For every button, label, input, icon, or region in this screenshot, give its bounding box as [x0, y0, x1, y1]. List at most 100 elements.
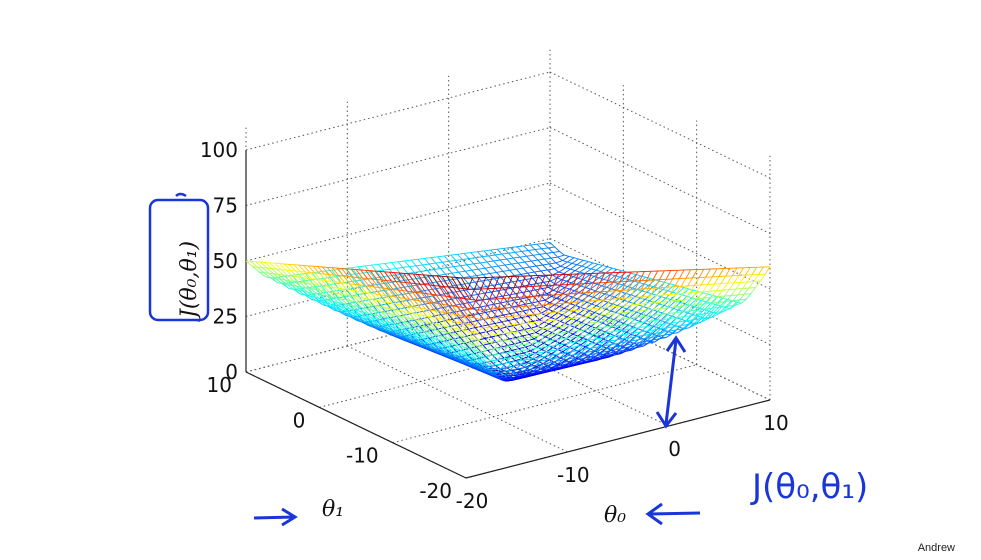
mesh-line — [552, 252, 559, 258]
mesh-line — [461, 306, 467, 309]
mesh-line — [515, 364, 522, 370]
mesh-line — [646, 291, 652, 295]
mesh-line — [484, 267, 491, 274]
mesh-line — [347, 309, 355, 312]
y-tick-label: -10 — [346, 444, 379, 468]
mesh-line — [381, 279, 389, 289]
mesh-line — [309, 295, 317, 301]
mesh-line — [390, 289, 396, 296]
mesh-line — [474, 281, 480, 288]
mesh-line — [534, 270, 541, 273]
mesh-line — [506, 258, 512, 265]
mesh-line — [657, 318, 664, 321]
mesh-line — [379, 319, 388, 326]
mesh-line — [418, 277, 425, 285]
mesh-line — [461, 341, 467, 344]
mesh-line — [469, 300, 476, 303]
mesh-line — [725, 268, 731, 277]
mesh-line — [510, 356, 518, 359]
mesh-line — [416, 292, 422, 294]
mesh-line — [646, 339, 654, 342]
mesh-line — [429, 309, 435, 317]
mesh-line — [557, 294, 563, 304]
mesh-line — [707, 293, 713, 296]
mesh-line — [460, 297, 465, 300]
mesh-line — [537, 351, 544, 354]
mesh-line — [718, 268, 725, 277]
mesh-line — [347, 304, 355, 311]
mesh-line — [472, 287, 480, 290]
mesh-line — [514, 364, 522, 367]
mesh-line — [456, 303, 463, 306]
mesh-line — [600, 329, 606, 333]
mesh-line — [522, 333, 530, 337]
mesh-line — [533, 338, 539, 342]
mesh-line — [524, 327, 532, 330]
mesh-line — [497, 298, 504, 309]
mesh-line — [565, 263, 573, 269]
mesh-line — [764, 266, 771, 275]
mesh-line — [608, 346, 614, 352]
mesh-line — [529, 364, 537, 367]
mesh-line — [469, 324, 478, 334]
mesh-line — [557, 344, 565, 350]
mesh-line — [504, 307, 512, 309]
mesh-line — [266, 267, 272, 270]
mesh-line — [467, 277, 474, 290]
mesh-line — [639, 326, 646, 329]
mesh-line — [432, 275, 440, 287]
mesh-line — [659, 303, 665, 306]
mesh-line — [635, 274, 642, 277]
mesh-line — [660, 307, 667, 310]
mesh-line — [274, 262, 282, 270]
mesh-line — [400, 328, 408, 335]
mesh-line — [649, 329, 655, 335]
mesh-line — [567, 337, 574, 344]
mesh-line — [556, 344, 563, 351]
mesh-line — [421, 292, 427, 295]
mesh-line — [527, 361, 535, 364]
mesh-line — [612, 330, 620, 332]
mesh-line — [457, 306, 462, 308]
mesh-line — [653, 338, 660, 341]
mesh-line — [513, 338, 519, 347]
mesh-line — [503, 313, 511, 316]
mesh-line — [467, 354, 474, 361]
mesh-line — [704, 291, 710, 299]
mesh-line — [448, 333, 454, 340]
mesh-line — [313, 284, 321, 291]
mesh-line — [676, 311, 683, 318]
mesh-line — [633, 341, 640, 345]
mesh-line — [433, 302, 439, 305]
mesh-line — [543, 295, 550, 306]
mesh-line — [470, 343, 476, 346]
mesh-line — [558, 352, 566, 355]
mesh-line — [544, 296, 552, 301]
mesh-line — [649, 287, 656, 297]
mesh-line — [613, 276, 621, 283]
mesh-line — [352, 276, 361, 286]
mesh-line — [691, 298, 699, 300]
mesh-line — [422, 264, 428, 271]
mesh-line — [737, 293, 745, 296]
mesh-line — [570, 301, 578, 304]
mesh-line — [322, 266, 330, 275]
mesh-line — [475, 345, 483, 353]
mesh-line — [663, 313, 669, 320]
mesh-line — [325, 280, 334, 288]
mesh-line — [554, 279, 563, 285]
mesh-line — [432, 295, 439, 302]
mesh-line — [556, 277, 562, 281]
mesh-line — [543, 346, 549, 353]
mesh-line — [378, 263, 385, 265]
mesh-line — [510, 332, 517, 338]
mesh-line — [674, 306, 681, 313]
mesh-line — [404, 317, 413, 325]
mesh-line — [696, 291, 703, 293]
mesh-line — [683, 322, 692, 330]
mesh-line — [351, 267, 357, 275]
mesh-line — [702, 290, 710, 293]
mesh-line — [428, 301, 436, 312]
mesh-line — [508, 251, 516, 254]
mesh-line — [589, 338, 596, 345]
